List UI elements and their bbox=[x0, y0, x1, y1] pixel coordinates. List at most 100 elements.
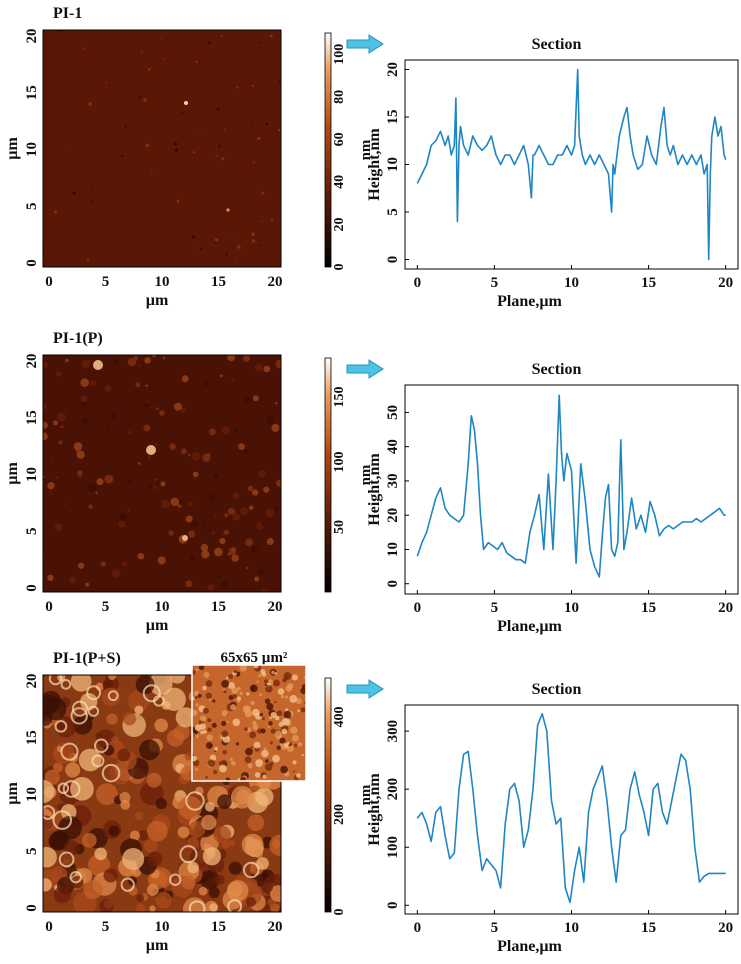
afm-y-tick-label: 0 bbox=[24, 259, 40, 267]
section-plot-frame bbox=[404, 384, 739, 595]
colorbar-tick-label: 100 bbox=[332, 452, 347, 473]
afm-x-tick-label: 10 bbox=[155, 274, 170, 290]
afm-x-tick-label: 0 bbox=[45, 274, 53, 290]
section-x-tick-label: 10 bbox=[564, 275, 579, 291]
section-x-tick-label: 15 bbox=[641, 920, 656, 936]
section-height-profile-line bbox=[416, 68, 727, 261]
afm-image-frame bbox=[42, 354, 282, 593]
colorbar-unit-label: nm bbox=[358, 139, 374, 160]
section-x-tick-label: 15 bbox=[641, 600, 656, 616]
afm-x-tick-label: 5 bbox=[102, 274, 110, 290]
section-x-tick-label: 20 bbox=[718, 600, 733, 616]
afm-y-tick-label: 10 bbox=[24, 142, 40, 157]
colorbar-tick-label: 100 bbox=[332, 44, 347, 65]
section-x-tick-label: 0 bbox=[414, 920, 422, 936]
section-y-tick-label: 0 bbox=[385, 902, 401, 910]
section-plot-frame bbox=[404, 59, 739, 270]
section-y-tick-label: 5 bbox=[385, 208, 401, 216]
colorbar-tick-label: 150 bbox=[332, 387, 347, 408]
afm-y-tick-label: 20 bbox=[24, 354, 40, 369]
afm-x-tick-label: 10 bbox=[155, 599, 170, 615]
afm-y-tick-label: 15 bbox=[24, 410, 40, 425]
section-title: Section bbox=[532, 361, 582, 378]
section-y-axis-label: Height,nm bbox=[366, 128, 383, 201]
section-x-tick-label: 20 bbox=[718, 275, 733, 291]
afm-y-tick-label: 5 bbox=[24, 848, 40, 856]
afm-inset-image bbox=[192, 665, 306, 781]
section-x-tick-label: 0 bbox=[414, 275, 422, 291]
afm-x-tick-label: 20 bbox=[268, 274, 283, 290]
panel-title: PI-1(P) bbox=[53, 330, 103, 347]
section-title: Section bbox=[532, 681, 582, 698]
section-y-tick-label: 0 bbox=[385, 256, 401, 264]
afm-x-tick-label: 20 bbox=[268, 919, 283, 935]
afm-y-tick-label: 10 bbox=[24, 467, 40, 482]
height-colorbar bbox=[324, 32, 332, 268]
afm-x-tick-label: 15 bbox=[211, 599, 226, 615]
section-y-tick-label: 0 bbox=[385, 580, 401, 588]
afm-x-tick-label: 15 bbox=[211, 919, 226, 935]
panel-title: PI-1(P+S) bbox=[53, 650, 121, 667]
afm-y-tick-label: 10 bbox=[24, 787, 40, 802]
afm-image-frame bbox=[42, 29, 282, 268]
section-x-tick-label: 10 bbox=[564, 600, 579, 616]
section-title: Section bbox=[532, 36, 582, 53]
afm-y-tick-label: 0 bbox=[24, 904, 40, 912]
section-y-tick-label: 40 bbox=[385, 439, 401, 454]
height-colorbar bbox=[324, 357, 332, 593]
section-x-tick-label: 10 bbox=[564, 920, 579, 936]
arrow-right-icon bbox=[346, 359, 384, 379]
section-x-axis-label: Plane,µm bbox=[497, 938, 562, 955]
afm-y-tick-label: 5 bbox=[24, 203, 40, 211]
colorbar-tick-label: 0 bbox=[332, 264, 347, 271]
afm-x-tick-label: 5 bbox=[102, 599, 110, 615]
section-y-tick-label: 200 bbox=[385, 778, 401, 801]
colorbar-tick-label: 40 bbox=[332, 175, 347, 189]
afm-x-tick-label: 15 bbox=[211, 274, 226, 290]
afm-x-axis-label: µm bbox=[146, 937, 169, 954]
section-y-tick-label: 10 bbox=[385, 157, 401, 172]
section-height-profile-line bbox=[416, 712, 726, 904]
afm-height-image bbox=[43, 355, 281, 592]
arrow-right-icon bbox=[346, 34, 384, 54]
colorbar-unit-label: nm bbox=[358, 464, 374, 485]
section-plot-frame bbox=[404, 704, 739, 915]
colorbar-tick-label: 20 bbox=[332, 217, 347, 231]
section-x-tick-label: 0 bbox=[414, 600, 422, 616]
section-y-tick-label: 20 bbox=[385, 508, 401, 523]
afm-x-tick-label: 20 bbox=[268, 599, 283, 615]
section-x-tick-label: 15 bbox=[641, 275, 656, 291]
section-x-tick-label: 5 bbox=[491, 920, 499, 936]
afm-image-frame bbox=[42, 674, 282, 913]
afm-y-axis-label: µm bbox=[4, 462, 21, 485]
colorbar-unit-label: nm bbox=[358, 784, 374, 805]
afm-y-axis-label: µm bbox=[4, 782, 21, 805]
section-y-tick-label: 300 bbox=[385, 720, 401, 743]
section-x-axis-label: Plane,µm bbox=[497, 293, 562, 310]
section-y-tick-label: 20 bbox=[385, 62, 401, 77]
section-x-tick-label: 5 bbox=[491, 275, 499, 291]
afm-y-tick-label: 5 bbox=[24, 528, 40, 536]
section-y-axis-label: Height,nm bbox=[366, 453, 383, 526]
colorbar-tick-label: 400 bbox=[332, 707, 347, 728]
afm-y-axis-label: µm bbox=[4, 137, 21, 160]
inset-scale-label: 65x65 µm² bbox=[221, 650, 288, 666]
section-y-tick-label: 100 bbox=[385, 836, 401, 859]
afm-x-axis-label: µm bbox=[146, 292, 169, 309]
afm-x-tick-label: 0 bbox=[45, 919, 53, 935]
section-y-tick-label: 30 bbox=[385, 473, 401, 488]
height-colorbar bbox=[324, 677, 332, 913]
colorbar-tick-label: 200 bbox=[332, 804, 347, 825]
afm-height-image bbox=[43, 30, 281, 267]
section-x-tick-label: 5 bbox=[491, 600, 499, 616]
afm-y-tick-label: 20 bbox=[24, 29, 40, 44]
afm-x-tick-label: 5 bbox=[102, 919, 110, 935]
section-y-tick-label: 50 bbox=[385, 405, 401, 420]
section-x-axis-label: Plane,µm bbox=[497, 618, 562, 635]
afm-y-tick-label: 15 bbox=[24, 730, 40, 745]
colorbar-tick-label: 80 bbox=[332, 90, 347, 104]
section-y-tick-label: 15 bbox=[385, 110, 401, 125]
section-height-profile-line bbox=[416, 394, 726, 578]
afm-y-tick-label: 15 bbox=[24, 85, 40, 100]
